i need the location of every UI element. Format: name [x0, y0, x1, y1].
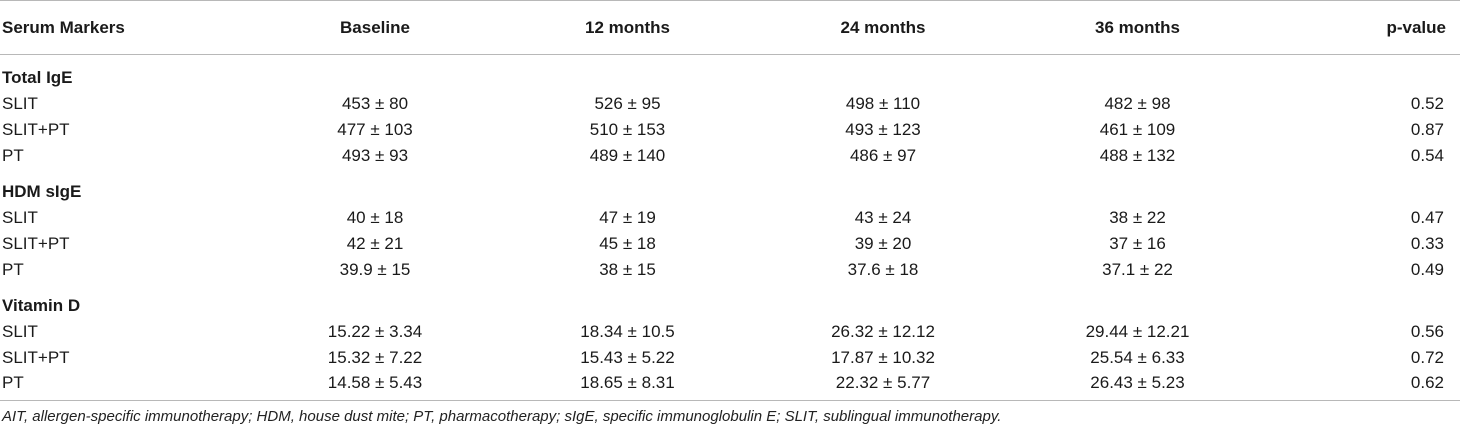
cell-baseline: 15.32 ± 7.22: [250, 345, 500, 371]
table-row: SLIT 15.22 ± 3.34 18.34 ± 10.5 26.32 ± 1…: [0, 319, 1460, 345]
cell-baseline: 39.9 ± 15: [250, 257, 500, 283]
cell-12-months: 510 ± 153: [500, 117, 755, 143]
header-12-months: 12 months: [500, 1, 755, 55]
table-row: PT 493 ± 93 489 ± 140 486 ± 97 488 ± 132…: [0, 143, 1460, 169]
cell-p-value: 0.54: [1264, 143, 1460, 169]
header-baseline: Baseline: [250, 1, 500, 55]
row-label: SLIT+PT: [0, 345, 250, 371]
cell-36-months: 26.43 ± 5.23: [1011, 371, 1264, 401]
section-row-hdm-sige: HDM sIgE: [0, 169, 1460, 205]
cell-36-months: 37 ± 16: [1011, 231, 1264, 257]
cell-baseline: 477 ± 103: [250, 117, 500, 143]
cell-24-months: 493 ± 123: [755, 117, 1011, 143]
row-label: SLIT: [0, 91, 250, 117]
cell-12-months: 38 ± 15: [500, 257, 755, 283]
table-row: SLIT 40 ± 18 47 ± 19 43 ± 24 38 ± 22 0.4…: [0, 205, 1460, 231]
cell-p-value: 0.52: [1264, 91, 1460, 117]
cell-baseline: 42 ± 21: [250, 231, 500, 257]
cell-36-months: 38 ± 22: [1011, 205, 1264, 231]
table-row: SLIT+PT 42 ± 21 45 ± 18 39 ± 20 37 ± 16 …: [0, 231, 1460, 257]
row-label: SLIT+PT: [0, 117, 250, 143]
cell-36-months: 461 ± 109: [1011, 117, 1264, 143]
table-row: PT 14.58 ± 5.43 18.65 ± 8.31 22.32 ± 5.7…: [0, 371, 1460, 401]
section-title: Vitamin D: [0, 283, 1460, 319]
header-36-months: 36 months: [1011, 1, 1264, 55]
cell-24-months: 486 ± 97: [755, 143, 1011, 169]
cell-p-value: 0.87: [1264, 117, 1460, 143]
cell-12-months: 18.65 ± 8.31: [500, 371, 755, 401]
table-body: Total IgE SLIT 453 ± 80 526 ± 95 498 ± 1…: [0, 55, 1460, 401]
cell-12-months: 15.43 ± 5.22: [500, 345, 755, 371]
cell-24-months: 22.32 ± 5.77: [755, 371, 1011, 401]
cell-p-value: 0.62: [1264, 371, 1460, 401]
cell-p-value: 0.33: [1264, 231, 1460, 257]
cell-baseline: 15.22 ± 3.34: [250, 319, 500, 345]
cell-12-months: 526 ± 95: [500, 91, 755, 117]
section-title: HDM sIgE: [0, 169, 1460, 205]
cell-p-value: 0.56: [1264, 319, 1460, 345]
header-serum-markers: Serum Markers: [0, 1, 250, 55]
section-row-vitamin-d: Vitamin D: [0, 283, 1460, 319]
header-row: Serum Markers Baseline 12 months 24 mont…: [0, 1, 1460, 55]
table-row: SLIT+PT 15.32 ± 7.22 15.43 ± 5.22 17.87 …: [0, 345, 1460, 371]
cell-baseline: 493 ± 93: [250, 143, 500, 169]
cell-baseline: 14.58 ± 5.43: [250, 371, 500, 401]
cell-12-months: 18.34 ± 10.5: [500, 319, 755, 345]
section-row-total-ige: Total IgE: [0, 55, 1460, 91]
cell-p-value: 0.49: [1264, 257, 1460, 283]
cell-24-months: 37.6 ± 18: [755, 257, 1011, 283]
header-24-months: 24 months: [755, 1, 1011, 55]
cell-36-months: 488 ± 132: [1011, 143, 1264, 169]
row-label: PT: [0, 371, 250, 401]
cell-24-months: 26.32 ± 12.12: [755, 319, 1011, 345]
table-row: PT 39.9 ± 15 38 ± 15 37.6 ± 18 37.1 ± 22…: [0, 257, 1460, 283]
cell-24-months: 43 ± 24: [755, 205, 1011, 231]
cell-24-months: 39 ± 20: [755, 231, 1011, 257]
table-row: SLIT 453 ± 80 526 ± 95 498 ± 110 482 ± 9…: [0, 91, 1460, 117]
row-label: PT: [0, 257, 250, 283]
cell-24-months: 17.87 ± 10.32: [755, 345, 1011, 371]
row-label: SLIT+PT: [0, 231, 250, 257]
serum-markers-table: Serum Markers Baseline 12 months 24 mont…: [0, 0, 1460, 401]
table-header: Serum Markers Baseline 12 months 24 mont…: [0, 1, 1460, 55]
cell-12-months: 47 ± 19: [500, 205, 755, 231]
cell-12-months: 45 ± 18: [500, 231, 755, 257]
cell-p-value: 0.72: [1264, 345, 1460, 371]
cell-baseline: 453 ± 80: [250, 91, 500, 117]
row-label: PT: [0, 143, 250, 169]
cell-36-months: 25.54 ± 6.33: [1011, 345, 1264, 371]
section-title: Total IgE: [0, 55, 1460, 91]
table-footnote: AIT, allergen-specific immunotherapy; HD…: [2, 408, 1001, 425]
cell-36-months: 482 ± 98: [1011, 91, 1264, 117]
cell-baseline: 40 ± 18: [250, 205, 500, 231]
cell-p-value: 0.47: [1264, 205, 1460, 231]
cell-12-months: 489 ± 140: [500, 143, 755, 169]
cell-36-months: 29.44 ± 12.21: [1011, 319, 1264, 345]
row-label: SLIT: [0, 205, 250, 231]
cell-36-months: 37.1 ± 22: [1011, 257, 1264, 283]
row-label: SLIT: [0, 319, 250, 345]
header-p-value: p-value: [1264, 1, 1460, 55]
table-row: SLIT+PT 477 ± 103 510 ± 153 493 ± 123 46…: [0, 117, 1460, 143]
cell-24-months: 498 ± 110: [755, 91, 1011, 117]
